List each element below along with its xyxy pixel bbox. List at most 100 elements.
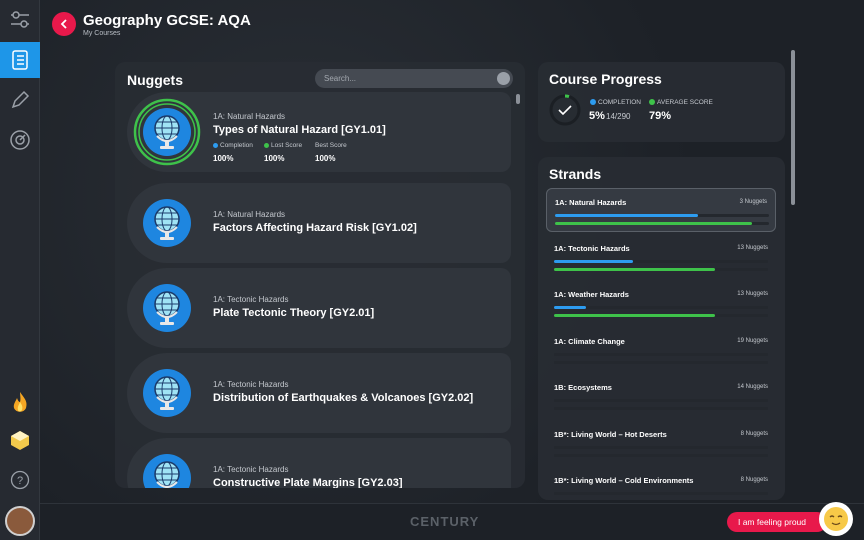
globe-icon (143, 369, 191, 417)
nugget-card[interactable]: 1A: Tectonic Hazards Distribution of Eart… (127, 353, 511, 433)
nugget-name: Distribution of Earthquakes & Volcanoes … (213, 392, 474, 404)
completion-bar (554, 259, 634, 263)
strand-count: 19 Nuggets (737, 337, 768, 344)
nugget-strand: 1A: Tectonic Hazards (213, 295, 289, 304)
stat-value: 100% (315, 154, 336, 163)
strand-row[interactable]: 1B*: Living World – Hot Deserts 8 Nuggets (546, 421, 776, 465)
strand-row[interactable]: 1B*: Living World – Cold Environments 8 N… (546, 467, 776, 500)
strand-row[interactable]: 1A: Climate Change 19 Nuggets (546, 328, 776, 372)
nugget-icon (133, 189, 201, 262)
score-dot (649, 99, 655, 105)
stat-label: Completion (220, 142, 253, 149)
avatar[interactable] (5, 506, 35, 536)
nuggets-title: Nuggets (127, 72, 183, 88)
stat-dot (213, 143, 218, 148)
search-icon[interactable] (497, 72, 510, 85)
strand-row[interactable]: 1A: Tectonic Hazards 13 Nuggets (546, 235, 776, 279)
nugget-icon (133, 444, 201, 488)
strand-row[interactable]: 1A: Natural Hazards 3 Nuggets (546, 188, 776, 232)
stat-value: 100% (264, 154, 285, 163)
stat-value: 100% (213, 154, 234, 163)
breadcrumb[interactable]: My Courses (83, 30, 121, 37)
strand-row[interactable]: 1B: Ecosystems 14 Nuggets (546, 374, 776, 418)
nugget-strand: 1A: Natural Hazards (213, 112, 286, 121)
nugget-strand: 1A: Tectonic Hazards (213, 465, 289, 474)
completion-track (554, 259, 768, 263)
nugget-card[interactable]: 1A: Tectonic Hazards Plate Tectonic Theor… (127, 268, 511, 348)
nuggets-panel: Nuggets Search... 1A: Natural Hazards Typ… (115, 62, 525, 488)
course-title: Geography GCSE: AQA (83, 12, 251, 29)
nugget-icon (133, 359, 201, 432)
nugget-strand: 1A: Tectonic Hazards (213, 380, 289, 389)
nugget-icon (133, 274, 201, 347)
page-scrollbar[interactable] (791, 50, 795, 205)
strands-panel: Strands 1A: Natural Hazards 3 Nuggets 1A: … (538, 157, 785, 500)
completion-track (554, 352, 768, 356)
scrollbar[interactable] (516, 94, 520, 104)
globe-icon (143, 284, 191, 332)
average-score-label: AVERAGE SCORE (657, 99, 713, 106)
stat-label: Best Score (315, 142, 347, 149)
completion-dot (590, 99, 596, 105)
strand-count: 8 Nuggets (740, 477, 768, 483)
strand-name: 1A: Natural Hazards (555, 198, 627, 207)
completion-track (554, 492, 768, 495)
nugget-card[interactable]: 1A: Natural Hazards Types of Natural Haza… (127, 92, 511, 172)
score-track (555, 222, 769, 225)
globe-icon (143, 199, 191, 247)
nugget-name: Constructive Plate Margins [GY2.03] (213, 477, 403, 488)
strand-name: 1B*: Living World – Hot Deserts (554, 429, 667, 439)
footer: CENTURY I am feeling proud (40, 502, 864, 540)
score-bar (554, 267, 715, 271)
score-bar (555, 222, 752, 225)
strand-name: 1A: Weather Hazards (554, 290, 629, 299)
settings-icon[interactable] (0, 2, 40, 38)
sidebar: ? (0, 0, 40, 540)
badge-icon[interactable] (0, 422, 40, 458)
completion-track (554, 306, 768, 309)
strand-name: 1B*: Living World – Cold Environments (554, 476, 694, 485)
progress-ring (549, 94, 581, 126)
nugget-card[interactable]: 1A: Natural Hazards Factors Affecting Haz… (127, 183, 511, 263)
search-box[interactable]: Search... (315, 69, 513, 88)
completion-value: 5% (589, 110, 605, 122)
strand-name: 1A: Climate Change (554, 336, 625, 346)
streak-icon[interactable] (0, 384, 40, 420)
completion-detail: 14/290 (606, 112, 631, 121)
strands-title: Strands (549, 166, 602, 182)
nugget-icon (133, 98, 201, 171)
completion-track (554, 445, 768, 449)
nugget-name: Types of Natural Hazard [GY1.01] (213, 124, 386, 136)
score-track (554, 407, 768, 410)
score-track (554, 360, 768, 364)
nugget-card[interactable]: 1A: Tectonic Hazards Constructive Plate M… (127, 438, 511, 488)
score-track (554, 453, 768, 457)
courses-icon[interactable] (0, 42, 40, 78)
emoji-button[interactable] (819, 502, 853, 536)
dashboard-icon[interactable] (0, 122, 40, 158)
completion-track (554, 399, 768, 402)
nugget-name: Plate Tectonic Theory [GY2.01] (213, 307, 375, 319)
strand-row[interactable]: 1A: Weather Hazards 13 Nuggets (546, 281, 776, 325)
strand-name: 1B: Ecosystems (554, 383, 612, 392)
strand-count: 8 Nuggets (740, 430, 768, 437)
strand-count: 14 Nuggets (737, 384, 768, 390)
pencil-icon[interactable] (0, 82, 40, 118)
nugget-strand: 1A: Natural Hazards (213, 210, 286, 219)
strand-count: 3 Nuggets (739, 199, 767, 205)
back-button[interactable] (52, 12, 76, 36)
stat-dot (264, 143, 269, 148)
completion-bar (555, 214, 699, 217)
completion-bar (554, 306, 587, 309)
help-icon[interactable]: ? (0, 462, 40, 498)
score-track (554, 314, 768, 317)
century-logo: CENTURY (410, 514, 480, 529)
completion-label: COMPLETION (598, 99, 641, 106)
score-track (554, 267, 768, 271)
nugget-name: Factors Affecting Hazard Risk [GY1.02] (213, 222, 417, 234)
globe-icon (143, 454, 191, 488)
search-placeholder: Search... (324, 74, 357, 83)
feeling-button[interactable]: I am feeling proud (727, 512, 827, 532)
strand-count: 13 Nuggets (737, 291, 768, 297)
